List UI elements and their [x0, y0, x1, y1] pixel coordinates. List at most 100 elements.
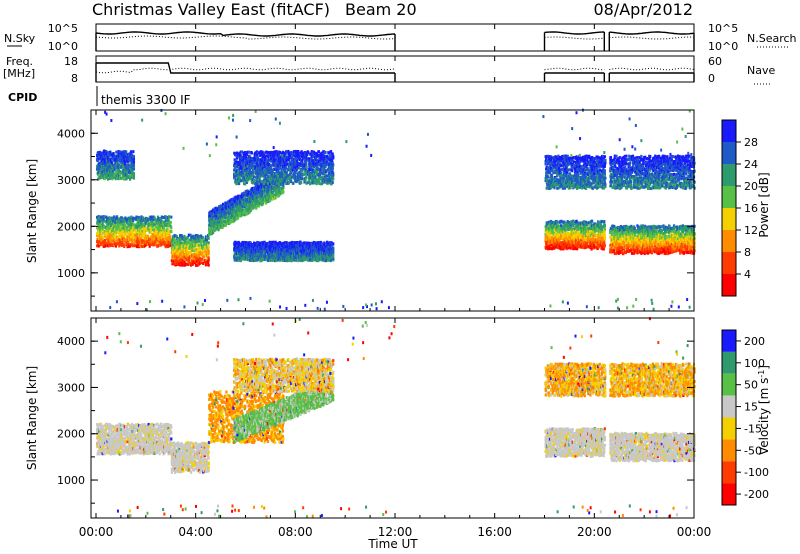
- echo-cell: [115, 227, 119, 231]
- echo-cell: [110, 161, 114, 165]
- echo-cell: [305, 176, 308, 180]
- echo-cell: [105, 150, 108, 154]
- echo-cell: [160, 217, 163, 221]
- echo-cell: [150, 232, 154, 236]
- echo-cell: [113, 155, 116, 159]
- echo-cell: [169, 244, 172, 248]
- echo-cell: [135, 230, 138, 234]
- echo-cell: [103, 163, 106, 167]
- echo-cell: [120, 234, 124, 238]
- echo-cell: [139, 242, 142, 246]
- echo-cell: [159, 224, 162, 228]
- echo-cell: [148, 222, 151, 226]
- echo-cell: [125, 221, 129, 225]
- cpid-value: themis 3300 IF: [101, 93, 191, 107]
- echo-cell: [103, 242, 106, 246]
- echo-cell: [143, 222, 146, 226]
- echo-cell: [150, 238, 154, 242]
- nsearch-tick-top: 10^5: [708, 22, 738, 35]
- power-echoes: [96, 108, 696, 312]
- echo-cell: [98, 234, 101, 238]
- freq-trace: [96, 62, 395, 74]
- echo-cell: [162, 225, 166, 229]
- echo-cell: [109, 173, 112, 177]
- echo-cell: [97, 158, 100, 162]
- echo-cell: [127, 221, 130, 225]
- echo-cell: [145, 234, 148, 238]
- echo-cell: [127, 235, 130, 239]
- echo-cell: [132, 163, 136, 167]
- echo-cell: [115, 215, 119, 219]
- echo-cell: [332, 172, 335, 176]
- nave-trace: [609, 67, 695, 71]
- echo-cell: [157, 217, 160, 221]
- echo-cell: [99, 176, 103, 180]
- echo-cell: [120, 239, 124, 243]
- echo-cell: [164, 221, 167, 225]
- echo-cell: [133, 238, 136, 242]
- echo-cell: [128, 244, 131, 248]
- echo-cell: [250, 151, 253, 155]
- echo-cell: [115, 242, 119, 246]
- nsky-trace: [95, 31, 396, 37]
- echo-cell: [141, 239, 144, 243]
- echo-cell: [97, 222, 100, 226]
- echo-cell: [304, 178, 307, 182]
- nave-tick-bottom: 0: [708, 72, 715, 85]
- echo-cell: [158, 226, 161, 230]
- echo-cell: [146, 221, 150, 225]
- echo-cell: [130, 240, 134, 244]
- echo-cell: [128, 224, 131, 228]
- echo-cell: [166, 241, 169, 245]
- echo-cell: [101, 220, 104, 224]
- echo-cell: [168, 234, 171, 238]
- echo-cell: [134, 228, 137, 232]
- echo-cell: [145, 226, 148, 230]
- echo-cell: [169, 238, 172, 242]
- echo-cell: [113, 230, 116, 234]
- echo-cell: [99, 223, 103, 227]
- cpid-label: CPID: [8, 91, 37, 104]
- echo-cell: [146, 227, 150, 231]
- echo-cell: [158, 229, 161, 233]
- echo-cell: [125, 240, 128, 244]
- echo-cell: [165, 215, 168, 219]
- echo-cell: [100, 231, 103, 235]
- echo-cell: [104, 225, 108, 229]
- echo-cell: [135, 240, 139, 244]
- echo-cell: [129, 232, 132, 236]
- echo-cell: [159, 216, 162, 220]
- echo-cell: [122, 232, 125, 236]
- echo-cell: [120, 232, 124, 236]
- echo-cell: [140, 244, 144, 248]
- echo-cell: [160, 236, 163, 240]
- freq-tick-bottom: 8: [71, 72, 78, 85]
- echo-cell: [120, 220, 123, 224]
- echo-cell: [102, 218, 105, 222]
- echo-cell: [112, 163, 115, 167]
- echo-cell: [133, 244, 136, 248]
- echo-cell: [112, 223, 115, 227]
- echo-cell: [103, 238, 106, 242]
- echo-cell: [168, 221, 171, 225]
- echo-cell: [107, 235, 110, 239]
- echo-cell: [104, 232, 108, 236]
- echo-cell: [136, 221, 139, 225]
- echo-cell: [146, 242, 150, 246]
- echo-cell: [165, 217, 168, 221]
- echo-cell: [332, 177, 335, 181]
- echo-cell: [102, 169, 105, 173]
- nsearch-trace: [95, 35, 396, 40]
- echo-cell: [260, 179, 263, 183]
- echo-cell: [153, 229, 156, 233]
- echo-cell: [108, 238, 111, 242]
- echo-cell: [252, 175, 256, 179]
- echo-cell: [129, 223, 132, 227]
- echo-cell: [207, 241, 210, 245]
- echo-cell: [132, 236, 135, 240]
- echo-cell: [110, 153, 114, 157]
- echo-cell: [96, 218, 99, 222]
- echo-cell: [146, 228, 149, 232]
- echo-cell: [110, 243, 114, 247]
- echo-cell: [151, 215, 154, 219]
